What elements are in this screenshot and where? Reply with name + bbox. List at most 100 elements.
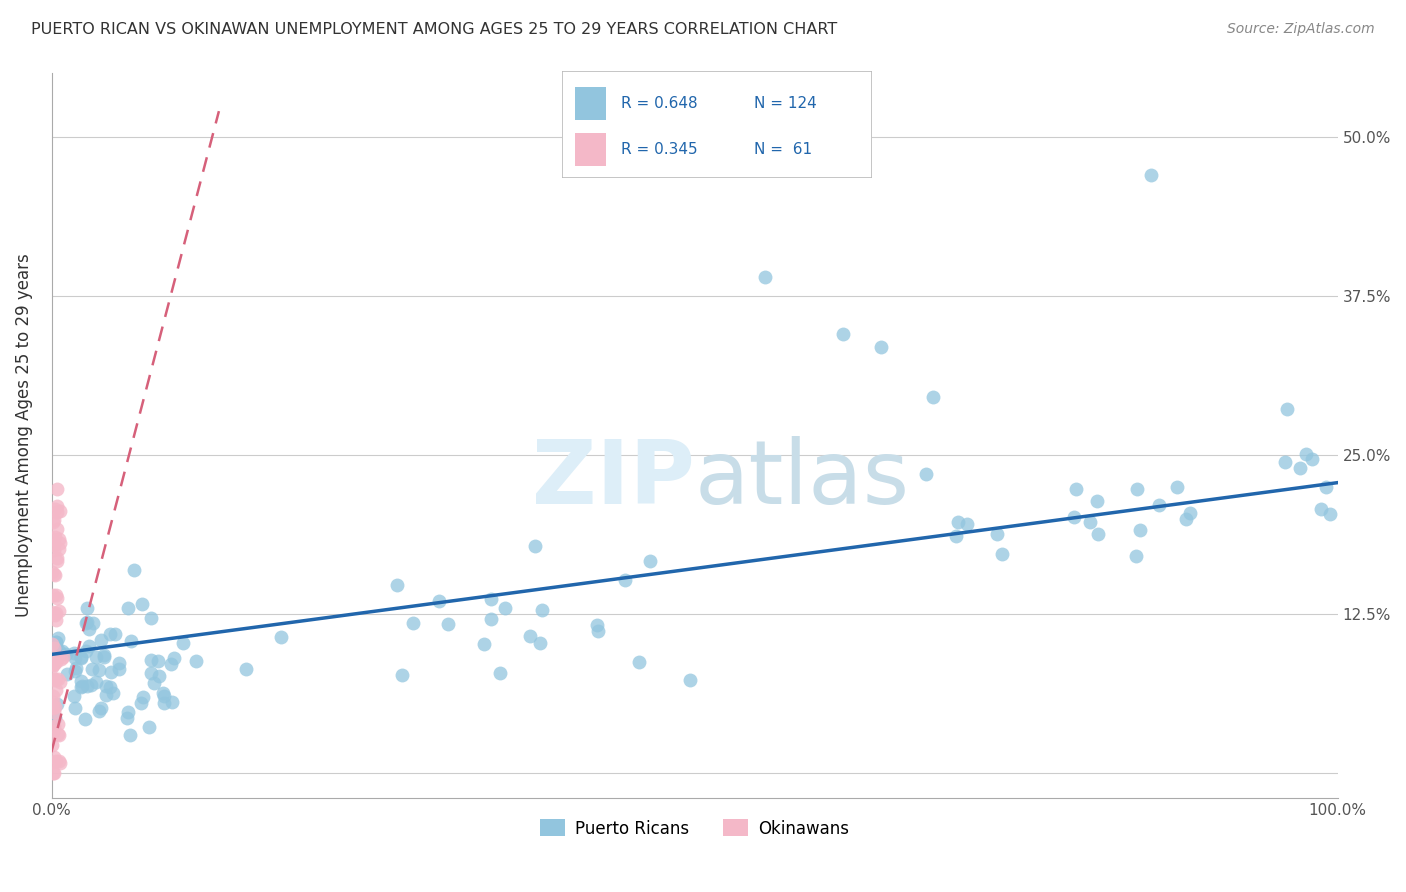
Point — [831, 326, 853, 341]
Point — [108, 657, 131, 671]
Text: R = 0.345: R = 0.345 — [621, 142, 697, 157]
Point — [614, 574, 637, 588]
Point — [42, 640, 65, 655]
Point — [52, 649, 75, 664]
Point — [956, 516, 979, 531]
Point — [89, 704, 111, 718]
Point — [945, 529, 967, 543]
Point — [586, 617, 609, 632]
Point — [986, 527, 1008, 541]
Point — [42, 538, 65, 552]
Point — [48, 644, 70, 658]
Point — [93, 648, 115, 662]
Point — [41, 660, 63, 674]
Point — [48, 754, 70, 768]
Point — [44, 530, 66, 544]
Point — [42, 701, 65, 715]
Point — [42, 588, 65, 602]
Point — [1295, 447, 1317, 461]
Point — [1166, 480, 1188, 494]
Point — [70, 680, 93, 694]
Point — [45, 591, 67, 605]
Point — [115, 711, 138, 725]
Bar — [575, 87, 606, 120]
Point — [1125, 549, 1147, 563]
Point — [129, 696, 152, 710]
Text: ZIP: ZIP — [531, 435, 695, 523]
Point — [90, 633, 112, 648]
Point — [42, 749, 65, 764]
Point — [640, 554, 662, 568]
Point — [1301, 452, 1323, 467]
Point — [45, 682, 67, 697]
Point — [77, 622, 100, 636]
Point — [48, 542, 70, 557]
Point — [46, 482, 69, 496]
Point — [1125, 482, 1147, 496]
Point — [94, 679, 117, 693]
Point — [385, 578, 408, 592]
Point — [42, 689, 65, 703]
Point — [94, 688, 117, 702]
Point — [1175, 512, 1198, 526]
Point — [41, 637, 63, 651]
Point — [41, 698, 63, 712]
Point — [84, 674, 107, 689]
Point — [479, 591, 502, 606]
Point — [1087, 527, 1109, 541]
Point — [1063, 509, 1085, 524]
Point — [139, 653, 162, 667]
Point — [1315, 480, 1337, 494]
Point — [588, 624, 610, 638]
Point — [41, 738, 63, 752]
Point — [1140, 168, 1163, 182]
Point — [46, 631, 69, 645]
Point — [120, 728, 142, 742]
Point — [41, 724, 63, 739]
Point — [76, 615, 98, 630]
Point — [63, 701, 86, 715]
Point — [235, 662, 257, 676]
Text: atlas: atlas — [695, 435, 910, 523]
Point — [55, 666, 77, 681]
Point — [391, 667, 413, 681]
Point — [186, 655, 208, 669]
Point — [69, 650, 91, 665]
Point — [80, 662, 103, 676]
Point — [46, 717, 69, 731]
Point — [437, 617, 460, 632]
Point — [98, 680, 121, 694]
Point — [152, 686, 174, 700]
Point — [1274, 455, 1296, 469]
Text: Source: ZipAtlas.com: Source: ZipAtlas.com — [1227, 22, 1375, 37]
Point — [48, 674, 70, 689]
Point — [44, 608, 66, 623]
Point — [87, 663, 110, 677]
Text: PUERTO RICAN VS OKINAWAN UNEMPLOYMENT AMONG AGES 25 TO 29 YEARS CORRELATION CHAR: PUERTO RICAN VS OKINAWAN UNEMPLOYMENT AM… — [31, 22, 837, 37]
Point — [41, 605, 63, 619]
Point — [63, 650, 86, 665]
Point — [45, 613, 67, 627]
Point — [100, 665, 122, 679]
Point — [44, 765, 66, 780]
Point — [41, 532, 63, 546]
Point — [921, 391, 943, 405]
Point — [160, 657, 183, 671]
Point — [117, 706, 139, 720]
Point — [524, 539, 547, 553]
Point — [1309, 502, 1331, 516]
Point — [42, 657, 65, 671]
Point — [45, 588, 67, 602]
Point — [1147, 498, 1170, 512]
Point — [42, 755, 65, 769]
Point — [107, 661, 129, 675]
Point — [42, 515, 65, 529]
Point — [45, 607, 67, 621]
Point — [45, 634, 67, 648]
Point — [138, 720, 160, 734]
Point — [44, 699, 66, 714]
Point — [148, 669, 170, 683]
Point — [270, 630, 292, 644]
Point — [1319, 507, 1341, 521]
Point — [42, 765, 65, 780]
